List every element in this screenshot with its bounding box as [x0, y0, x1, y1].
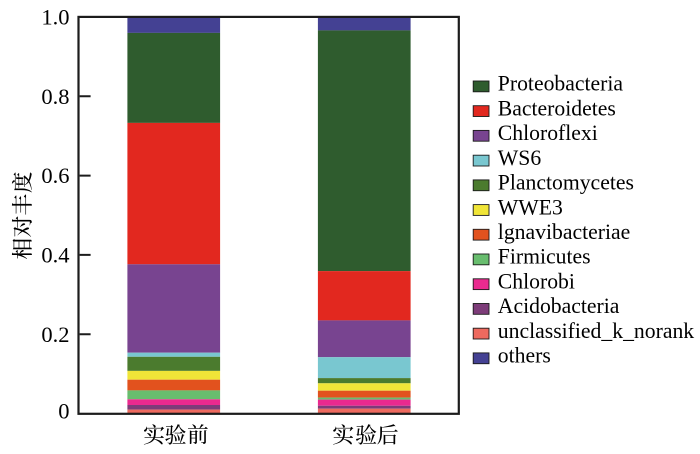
svg-text:0.4: 0.4: [41, 243, 69, 268]
svg-text:0: 0: [58, 399, 69, 424]
svg-text:0.6: 0.6: [41, 163, 69, 188]
svg-text:Firmicutes: Firmicutes: [498, 245, 591, 269]
svg-text:unclassified_k_norank: unclassified_k_norank: [498, 319, 694, 343]
svg-text:Proteobacteria: Proteobacteria: [498, 72, 624, 96]
svg-text:0.8: 0.8: [41, 84, 69, 109]
svg-text:others: others: [498, 344, 551, 368]
svg-text:WS6: WS6: [498, 146, 542, 170]
svg-text:Chlorobi: Chlorobi: [498, 270, 575, 294]
svg-text:Acidobacteria: Acidobacteria: [498, 294, 620, 318]
svg-text:WWE3: WWE3: [498, 195, 563, 219]
svg-text:0.2: 0.2: [41, 322, 69, 347]
svg-text:lgnavibacteriae: lgnavibacteriae: [498, 220, 630, 244]
svg-text:Planctomycetes: Planctomycetes: [498, 171, 634, 195]
svg-text:1.0: 1.0: [41, 5, 69, 30]
svg-text:Bacteroidetes: Bacteroidetes: [498, 96, 616, 120]
svg-text:Chloroflexi: Chloroflexi: [498, 121, 598, 145]
